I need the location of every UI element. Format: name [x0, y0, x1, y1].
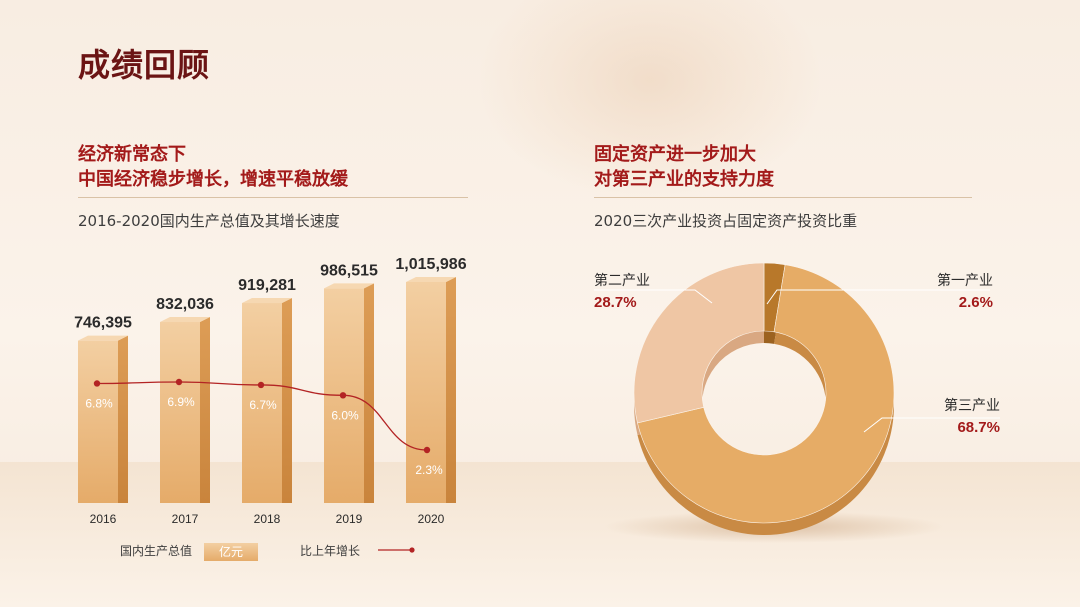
legend-line-marker: [409, 547, 415, 553]
donut-label-2: 第三产业: [944, 397, 1000, 413]
donut-leader-1: [766, 289, 990, 305]
donut-label-3: 第二产业: [594, 272, 650, 288]
bar-2016: [78, 340, 118, 503]
left-chart-subtitle: 2016-2020国内生产总值及其增长速度: [78, 212, 340, 230]
bar-side-2016: [118, 335, 128, 503]
bar-side-2020: [446, 277, 456, 503]
legend-line-label: 比上年增长: [300, 544, 360, 558]
bar-top-2018: [242, 298, 292, 304]
legend-bar-unit: 亿元: [219, 544, 243, 559]
right-heading: 固定资产进一步加大 对第三产业的支持力度: [594, 142, 774, 192]
right-heading-line-2: 对第三产业的支持力度: [594, 169, 774, 190]
left-heading: 经济新常态下 中国经济稳步增长，增速平稳放缓: [78, 142, 348, 192]
bar-value-label-2017: 832,036: [156, 296, 214, 313]
donut-leader-2: [863, 417, 1000, 433]
bar-side-2018: [282, 298, 292, 503]
growth-line-chart: 6.8% 6.9% 6.7% 6.0% 2.3%: [85, 378, 443, 477]
emblem-watermark: [480, 0, 820, 200]
right-divider: [594, 197, 972, 198]
left-divider: [78, 197, 468, 198]
bar-top-2019: [324, 283, 374, 289]
right-chart-subtitle: 2020三次产业投资占固定资产投资比重: [594, 212, 858, 230]
legend-bar-swatch: [204, 543, 258, 561]
growth-point-2017: [175, 378, 183, 386]
donut-chart: 第一产业 2.6% 第三产业 68.7% 第二产业 28.7%: [594, 262, 1000, 543]
donut-value-2: 68.7%: [957, 419, 1000, 436]
growth-label-2020: 2.3%: [415, 463, 443, 477]
bar-2018: [242, 303, 282, 503]
x-tick-2019: 2019: [336, 512, 363, 526]
bar-top-2016: [78, 335, 128, 341]
left-heading-line-1: 经济新常态下: [78, 144, 186, 165]
growth-point-2019: [339, 392, 347, 399]
x-tick-2020: 2020: [418, 512, 445, 526]
bar-2017: [160, 322, 200, 503]
bar-top-2017: [160, 317, 210, 323]
bar-value-label-2019: 986,515: [320, 262, 378, 279]
donut-slice-3: [633, 262, 765, 424]
legend-bar-label: 国内生产总值: [120, 543, 192, 558]
donut-label-1: 第一产业: [937, 272, 993, 288]
bar-side-2017: [200, 317, 210, 503]
growth-point-2020: [423, 446, 431, 454]
bar-value-label-2016: 746,395: [74, 315, 132, 332]
bar-value-label-2018: 919,281: [238, 277, 296, 294]
bar-2020: [406, 282, 446, 503]
x-tick-2018: 2018: [254, 512, 281, 526]
growth-point-2018: [257, 381, 265, 389]
growth-label-2016: 6.8%: [85, 396, 113, 410]
page-title: 成绩回顾: [78, 46, 211, 84]
bar-chart-legend: 国内生产总值 亿元 比上年增长: [120, 543, 415, 561]
growth-point-2016: [93, 380, 101, 387]
x-tick-2017: 2017: [172, 512, 199, 526]
donut-value-3: 28.7%: [594, 294, 637, 311]
left-heading-line-2: 中国经济稳步增长，增速平稳放缓: [78, 169, 348, 190]
growth-label-2019: 6.0%: [331, 408, 359, 422]
x-tick-2016: 2016: [90, 512, 117, 526]
right-heading-line-1: 固定资产进一步加大: [594, 144, 756, 165]
donut-slice-2: [637, 264, 895, 524]
bar-chart: 746,395 2016 832,036 2017 919,281 2018 986,515…: [74, 256, 467, 526]
growth-label-2017: 6.9%: [167, 395, 195, 409]
bar-side-2019: [364, 283, 374, 503]
donut-value-1: 2.6%: [959, 294, 993, 311]
bar-value-label-2020: 1,015,986: [395, 256, 466, 273]
donut-leader-3: [594, 289, 713, 304]
bar-top-2020: [406, 277, 456, 282]
growth-label-2018: 6.7%: [249, 398, 277, 412]
